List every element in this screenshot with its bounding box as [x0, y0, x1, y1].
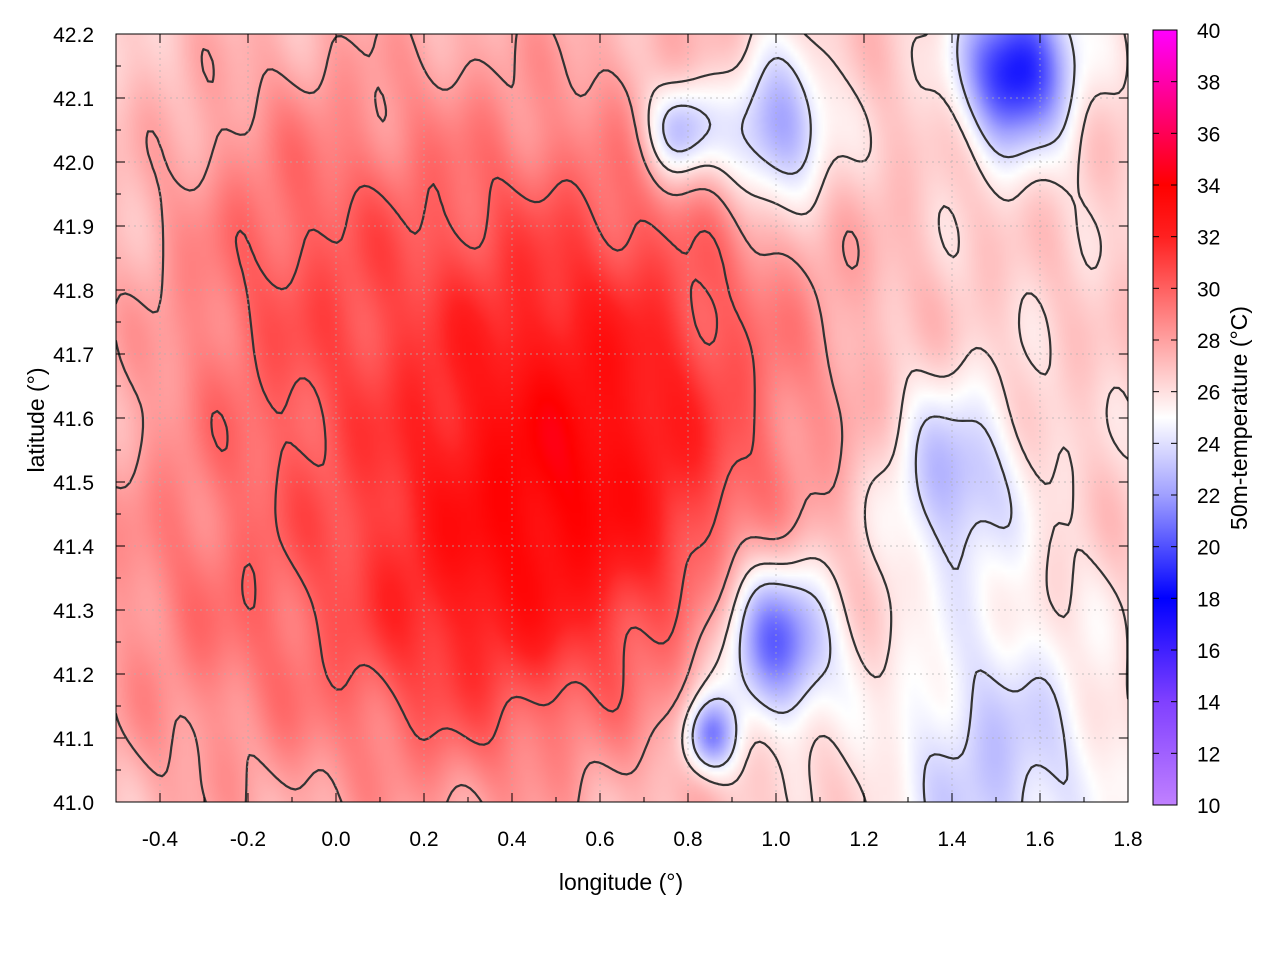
colorbar-tick-label: 14	[1197, 692, 1221, 715]
colorbar-tick-label: 38	[1197, 72, 1220, 95]
x-tick-label: 0.0	[321, 828, 350, 851]
y-axis: 41.0 41.1 41.2 41.3 41.4 41.5 41.6 41.7 41.8 41.9…	[53, 24, 1128, 815]
y-tick-label: 41.9	[53, 216, 94, 239]
x-tick-label: 0.2	[409, 828, 438, 851]
x-tick-label: 1.8	[1113, 828, 1142, 851]
colorbar-tick-label: 26	[1197, 382, 1220, 405]
y-axis-title: latitude (°)	[23, 367, 49, 472]
colorbar	[1152, 29, 1178, 806]
y-tick-label: 41.2	[53, 664, 94, 687]
colorbar-tick-label: 20	[1197, 537, 1220, 560]
x-tick-label: 1.6	[1025, 828, 1054, 851]
y-tick-label: 41.1	[53, 728, 94, 751]
x-tick-label: -0.4	[142, 828, 179, 851]
colorbar-tick-label: 22	[1197, 485, 1220, 508]
y-tick-label: 41.7	[53, 344, 94, 367]
x-tick-label: 1.4	[937, 828, 967, 851]
y-tick-label: 41.6	[53, 408, 94, 431]
y-tick-label: 42.2	[53, 24, 94, 47]
x-tick-label: 0.8	[673, 828, 702, 851]
colorbar-tick-label: 36	[1197, 123, 1220, 146]
temperature-contours	[116, 34, 1128, 802]
x-tick-label: -0.2	[230, 828, 266, 851]
colorbar-tick-label: 24	[1197, 433, 1221, 456]
contour-line	[210, 176, 756, 746]
y-tick-label: 41.8	[53, 280, 94, 303]
y-tick-label: 42.0	[53, 152, 94, 175]
colorbar-axis: 10 12 14 16 18 20 22 24 26 28 30 32 34 36 38 40	[1153, 20, 1221, 818]
y-tick-label: 41.4	[53, 536, 94, 559]
colorbar-tick-label: 28	[1197, 330, 1220, 353]
x-axis: -0.4 -0.2 0.0 0.2 0.4 0.6 0.8 1.0 1.2 1.4 1.6 1.8	[115, 34, 1143, 851]
colorbar-title: 50m-temperature (°C)	[1226, 306, 1252, 530]
y-tick-label: 42.1	[53, 88, 94, 111]
colorbar-tick-label: 12	[1197, 743, 1220, 766]
colorbar-tick-label: 30	[1197, 278, 1220, 301]
colorbar-tick-label: 40	[1197, 20, 1220, 43]
y-tick-label: 41.5	[53, 472, 94, 495]
x-tick-label: 1.2	[849, 828, 878, 851]
x-axis-title: longitude (°)	[559, 869, 683, 895]
x-tick-label: 0.4	[497, 828, 527, 851]
colorbar-tick-label: 34	[1197, 175, 1221, 198]
colorbar-tick-label: 32	[1197, 227, 1220, 250]
y-tick-label: 41.3	[53, 600, 94, 623]
colorbar-tick-label: 18	[1197, 588, 1220, 611]
colorbar-tick-label: 10	[1197, 795, 1220, 818]
colorbar-tick-label: 16	[1197, 640, 1220, 663]
x-tick-label: 1.0	[761, 828, 790, 851]
x-tick-label: 0.6	[585, 828, 614, 851]
y-tick-label: 41.0	[53, 792, 94, 815]
contour-line	[662, 34, 1076, 802]
